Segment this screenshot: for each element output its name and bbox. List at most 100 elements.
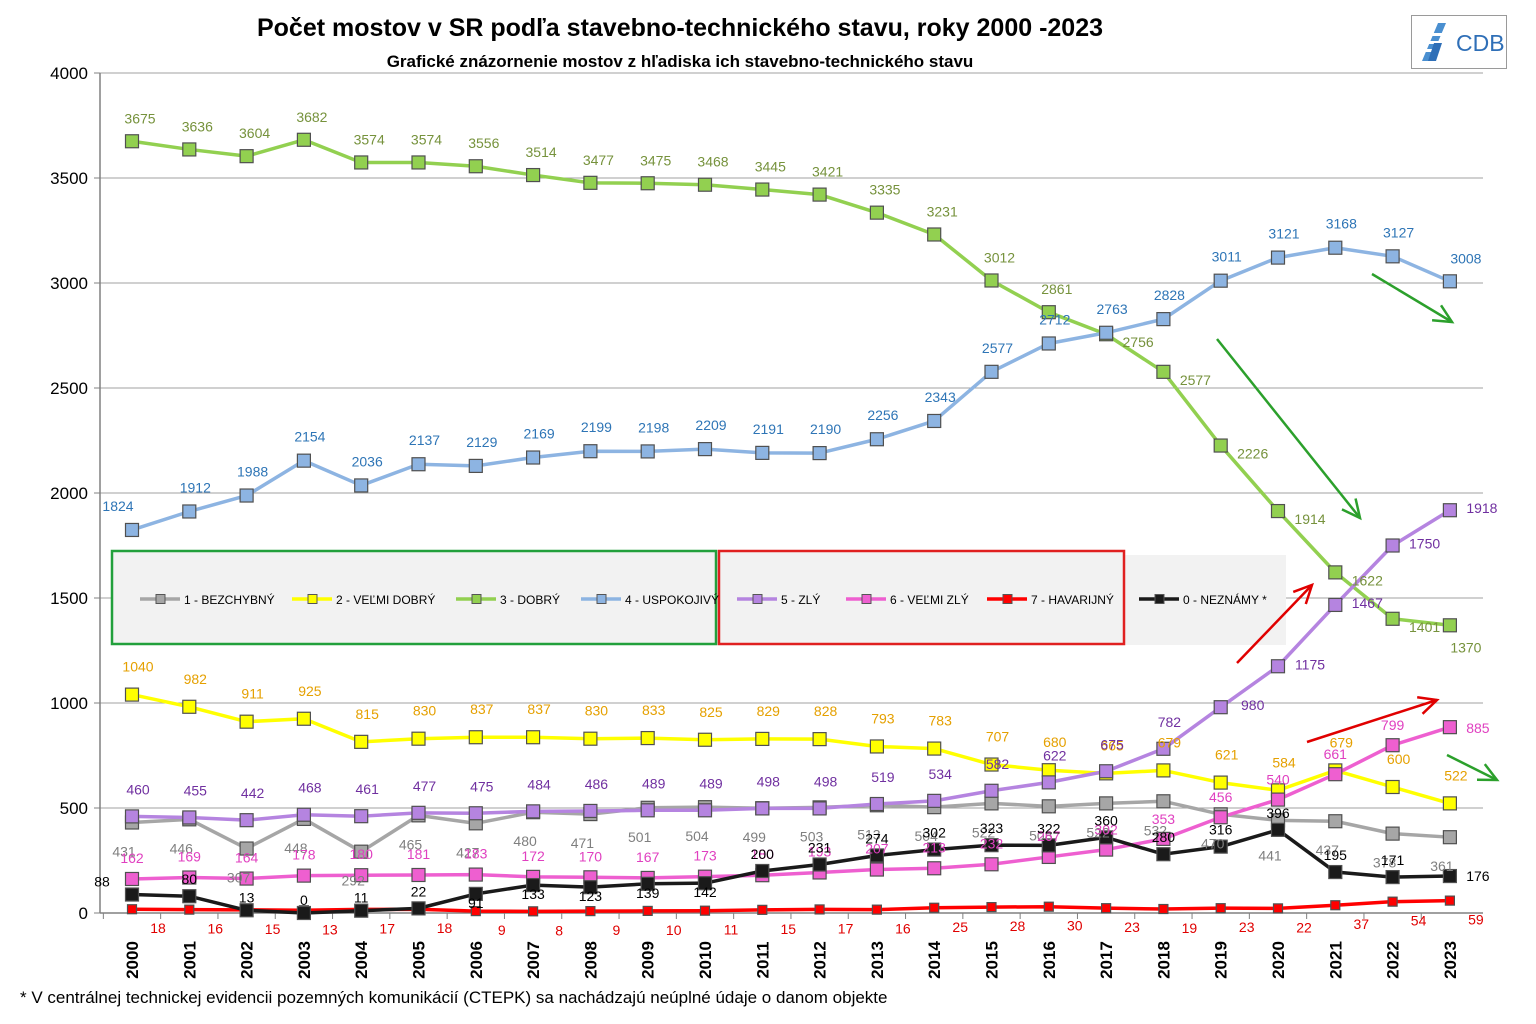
data-point (525, 730, 541, 745)
data-point (927, 842, 942, 857)
data-label: 88 (94, 874, 110, 890)
data-label: 501 (628, 829, 652, 845)
data-point (1385, 826, 1400, 841)
data-label: 982 (184, 671, 208, 687)
data-point (124, 871, 140, 887)
data-point (525, 877, 541, 893)
data-point (984, 364, 999, 379)
legend-entry-label: 1 - BEZCHYBNÝ (184, 592, 275, 607)
data-point (869, 862, 885, 877)
data-label: 540 (1266, 772, 1290, 788)
series-line (131, 245, 1451, 532)
data-point (1041, 799, 1056, 814)
legend-swatch-marker (1154, 594, 1165, 604)
data-label: 178 (292, 847, 316, 863)
data-label: 837 (527, 701, 551, 717)
data-point (927, 861, 942, 876)
data-label: 9 (498, 922, 506, 938)
data-label: 665 (1100, 737, 1124, 753)
data-point (757, 904, 768, 915)
data-label: 448 (284, 840, 308, 856)
data-point (182, 699, 197, 714)
data-label: 2129 (466, 434, 497, 450)
x-tick-label: 2023 (1441, 941, 1460, 979)
data-point (699, 905, 711, 916)
series-line (131, 828, 1450, 915)
data-point (583, 731, 598, 746)
data-label: 446 (170, 840, 194, 856)
data-point (1270, 503, 1286, 519)
data-label: 193 (808, 843, 832, 859)
data-point (1041, 838, 1056, 853)
data-label: 170 (579, 848, 603, 864)
legend-swatch-marker (155, 594, 166, 604)
data-point (525, 804, 541, 819)
data-point (1041, 775, 1056, 790)
data-point (1100, 903, 1112, 914)
data-label: 2712 (1039, 311, 1070, 327)
x-tick-label: 2008 (581, 941, 600, 979)
data-label: 532 (1144, 822, 1168, 838)
data-point (239, 841, 254, 856)
data-label: 833 (642, 702, 666, 718)
data-point (1213, 438, 1228, 453)
data-label: 11 (354, 890, 369, 906)
data-label: 519 (871, 769, 895, 785)
data-point (354, 844, 369, 859)
x-tick-label: 2009 (639, 941, 658, 979)
trend-arrow-head (1292, 582, 1314, 605)
series-3 (124, 240, 1458, 538)
data-label: 2226 (1237, 446, 1268, 462)
series-line (131, 508, 1451, 822)
data-label: 322 (1037, 820, 1061, 836)
data-point (1442, 274, 1458, 289)
x-tick-label: 2021 (1326, 941, 1345, 979)
legend-entry-label: 6 - VEĽMI ZLÝ (890, 592, 969, 607)
legend-swatch-marker (861, 594, 872, 604)
data-label: 980 (1241, 697, 1265, 713)
trend-arrow-shaft (1306, 698, 1438, 744)
data-point (984, 838, 999, 853)
data-point (1156, 741, 1171, 756)
data-point (697, 876, 713, 891)
data-point (1213, 810, 1228, 825)
data-point (640, 730, 655, 746)
data-label: 885 (1466, 720, 1490, 736)
series-line (131, 725, 1451, 881)
data-label: 3011 (1212, 249, 1242, 265)
data-point (354, 903, 369, 918)
data-point (871, 904, 883, 915)
data-label: 470 (1201, 835, 1225, 851)
data-point (239, 488, 254, 503)
data-label: 59 (1468, 912, 1484, 928)
data-label: 142 (693, 884, 717, 900)
x-tick-label: 2006 (467, 941, 486, 979)
data-label: 1040 (122, 659, 153, 675)
data-label: 2191 (753, 421, 784, 437)
data-label: 200 (751, 846, 775, 862)
data-point (1041, 336, 1056, 351)
data-point (1270, 250, 1286, 265)
data-label: 213 (923, 839, 947, 855)
data-point (755, 801, 770, 816)
data-label: 15 (781, 921, 797, 937)
data-label: 465 (399, 836, 423, 852)
data-label: 22 (411, 883, 427, 899)
legend-entry-label: 7 - HAVARIJNÝ (1031, 592, 1114, 607)
data-label: 91 (468, 895, 484, 911)
data-label: 11 (724, 922, 739, 938)
trend-arrow-head (1417, 696, 1440, 715)
data-point (583, 175, 598, 190)
data-label: 584 (1272, 754, 1296, 770)
x-tick-label: 2013 (868, 941, 887, 979)
data-label: 323 (980, 820, 1004, 836)
data-label: 195 (1324, 847, 1348, 863)
x-tick-label: 2001 (180, 941, 199, 979)
data-point (640, 876, 655, 891)
data-point (239, 871, 254, 886)
data-point (869, 205, 885, 220)
data-point (755, 731, 770, 747)
data-label: 9 (613, 922, 621, 938)
data-label: 2190 (810, 421, 841, 437)
data-point (527, 906, 539, 917)
